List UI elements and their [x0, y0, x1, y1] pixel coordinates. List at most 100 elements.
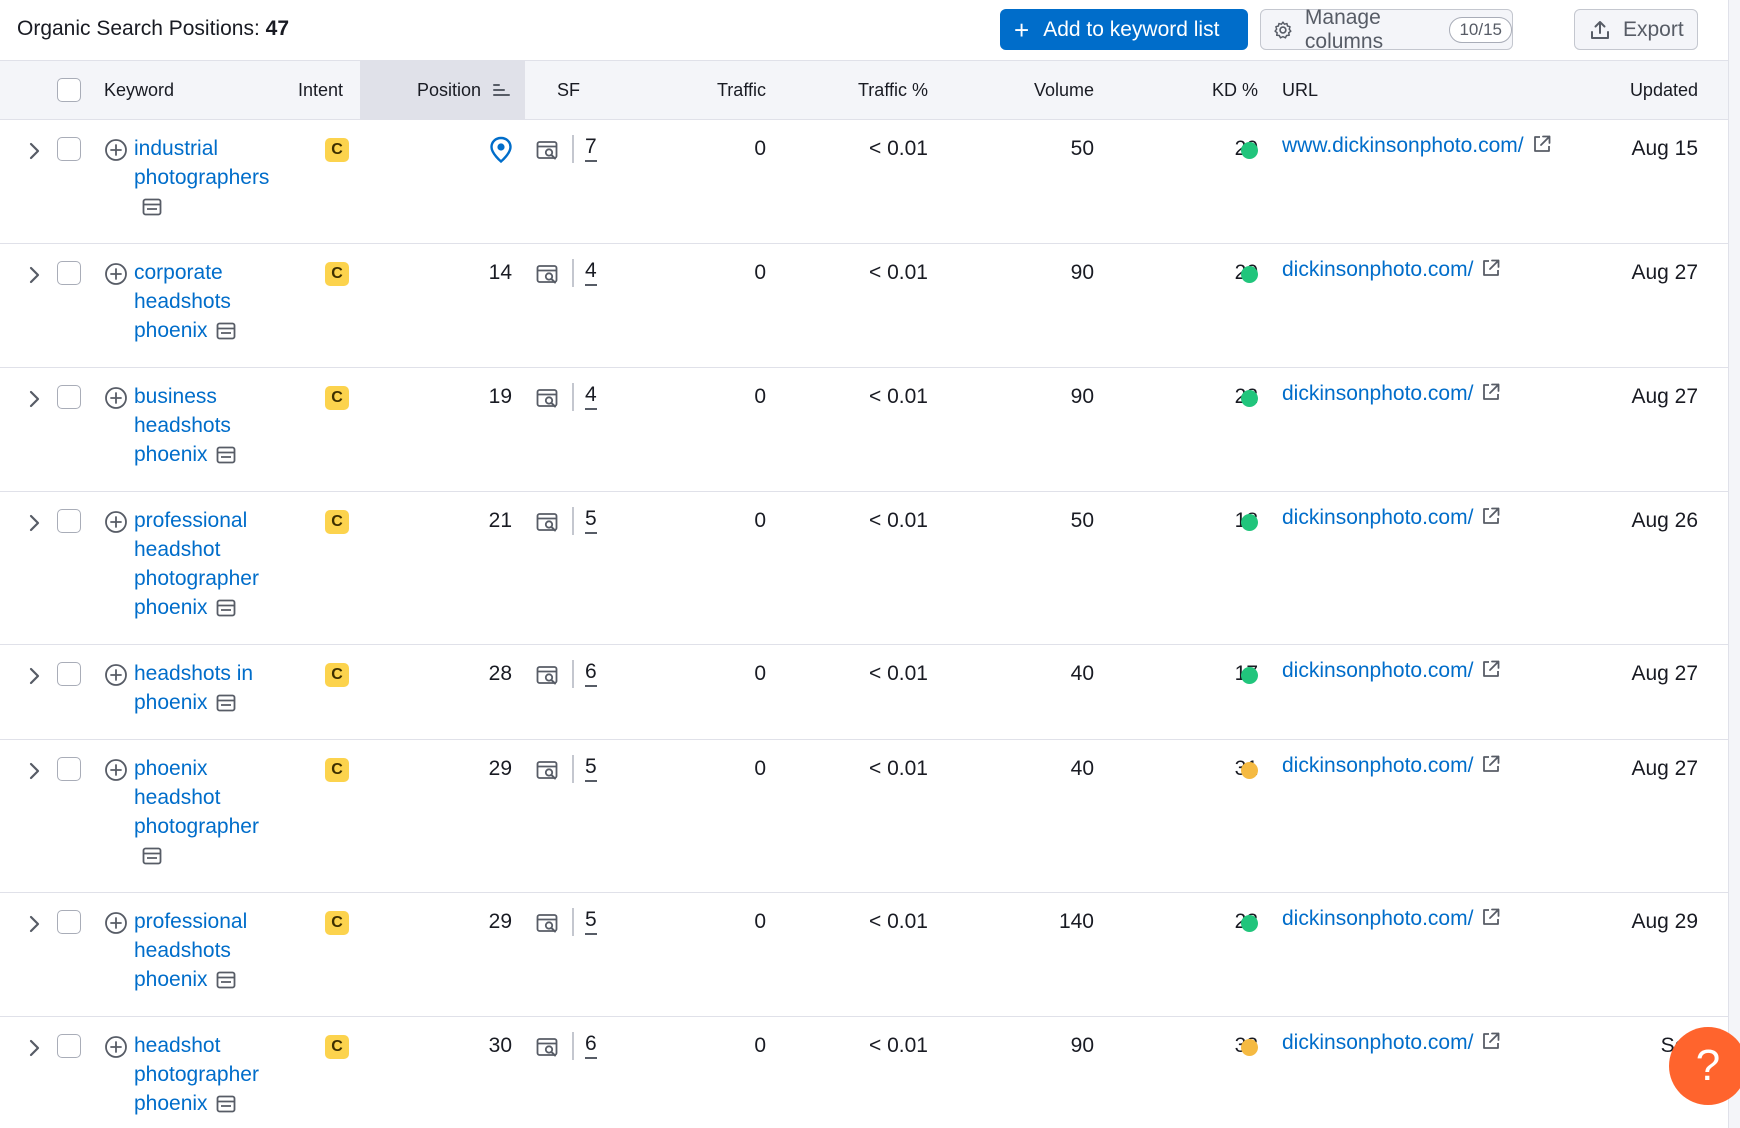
intent-badge[interactable]: C: [325, 510, 349, 534]
column-header-updated[interactable]: Updated: [1629, 80, 1698, 100]
serp-features-icon[interactable]: [536, 140, 560, 162]
export-button[interactable]: Export: [1574, 9, 1698, 50]
add-circle-icon[interactable]: [104, 758, 128, 782]
row-checkbox[interactable]: [57, 757, 81, 781]
chevron-right-icon[interactable]: [26, 512, 44, 534]
external-link-icon[interactable]: [1481, 382, 1501, 402]
column-header-keyword[interactable]: Keyword: [104, 80, 175, 100]
column-header-sf[interactable]: SF: [557, 80, 581, 100]
intent-badge[interactable]: C: [325, 663, 349, 687]
serp-features-icon[interactable]: [536, 760, 560, 782]
sf-count[interactable]: 6: [585, 1031, 597, 1059]
intent-badge[interactable]: C: [325, 386, 349, 410]
keyword-link[interactable]: professional headshot photographer phoen…: [134, 506, 274, 622]
intent-badge[interactable]: C: [325, 1035, 349, 1059]
sf-count[interactable]: 5: [585, 907, 597, 935]
sf-count[interactable]: 5: [585, 754, 597, 782]
url-link[interactable]: dickinsonphoto.com/: [1282, 256, 1562, 283]
serp-snapshot-icon[interactable]: [216, 1095, 236, 1113]
intent-badge[interactable]: C: [325, 262, 349, 286]
serp-features-icon[interactable]: [536, 913, 560, 935]
serp-snapshot-icon[interactable]: [216, 599, 236, 617]
chevron-right-icon[interactable]: [26, 264, 44, 286]
url-link[interactable]: www.dickinsonphoto.com/: [1282, 132, 1562, 159]
add-circle-icon[interactable]: [104, 1035, 128, 1059]
external-link-icon[interactable]: [1481, 659, 1501, 679]
serp-features-icon[interactable]: [536, 512, 560, 534]
serp-features-icon[interactable]: [536, 388, 560, 410]
row-checkbox[interactable]: [57, 662, 81, 686]
row-checkbox[interactable]: [57, 261, 81, 285]
column-header-position[interactable]: Position: [417, 61, 511, 119]
keyword-link[interactable]: headshot photographer phoenix: [134, 1031, 274, 1118]
intent-badge[interactable]: C: [325, 138, 349, 162]
table-row: headshot photographer phoenix C 30 6 0 <…: [0, 1017, 1728, 1128]
keyword-link[interactable]: phoenix headshot photographer: [134, 754, 274, 870]
serp-snapshot-icon[interactable]: [142, 198, 162, 216]
add-circle-icon[interactable]: [104, 663, 128, 687]
external-link-icon[interactable]: [1481, 258, 1501, 278]
add-circle-icon[interactable]: [104, 510, 128, 534]
keyword-link[interactable]: headshots in phoenix: [134, 659, 274, 717]
chevron-right-icon[interactable]: [26, 1037, 44, 1059]
chevron-right-icon[interactable]: [26, 388, 44, 410]
keyword-link[interactable]: professional headshots phoenix: [134, 907, 274, 994]
serp-snapshot-icon[interactable]: [142, 847, 162, 865]
external-link-icon[interactable]: [1481, 754, 1501, 774]
external-link-icon[interactable]: [1532, 134, 1552, 154]
intent-badge[interactable]: C: [325, 911, 349, 935]
external-link-icon[interactable]: [1481, 907, 1501, 927]
row-checkbox[interactable]: [57, 385, 81, 409]
column-header-kd[interactable]: KD %: [1211, 80, 1258, 100]
scrollbar-track[interactable]: [1728, 0, 1740, 1128]
serp-features-icon[interactable]: [536, 1037, 560, 1059]
add-circle-icon[interactable]: [104, 386, 128, 410]
column-header-traffic[interactable]: Traffic: [716, 80, 766, 100]
serp-snapshot-icon[interactable]: [216, 322, 236, 340]
serp-snapshot-icon[interactable]: [216, 971, 236, 989]
row-checkbox[interactable]: [57, 509, 81, 533]
updated-date: Aug 27: [1631, 757, 1698, 780]
manage-columns-button[interactable]: Manage columns 10/15: [1260, 6, 1513, 53]
sf-count[interactable]: 4: [585, 258, 597, 286]
serp-snapshot-icon[interactable]: [216, 694, 236, 712]
keyword-link[interactable]: corporate headshots phoenix: [134, 258, 274, 345]
intent-badge[interactable]: C: [325, 758, 349, 782]
external-link-icon[interactable]: [1481, 506, 1501, 526]
url-link[interactable]: dickinsonphoto.com/: [1282, 752, 1562, 779]
help-button[interactable]: ?: [1669, 1027, 1740, 1105]
keyword-link[interactable]: industrial photographers: [134, 134, 274, 221]
serp-features-icon[interactable]: [536, 264, 560, 286]
row-checkbox[interactable]: [57, 1034, 81, 1058]
url-link[interactable]: dickinsonphoto.com/: [1282, 657, 1562, 684]
add-circle-icon[interactable]: [104, 138, 128, 162]
add-circle-icon[interactable]: [104, 262, 128, 286]
column-header-volume[interactable]: Volume: [1033, 80, 1094, 100]
chevron-right-icon[interactable]: [26, 760, 44, 782]
serp-features-icon[interactable]: [536, 665, 560, 687]
add-to-keyword-list-button[interactable]: + Add to keyword list: [1000, 9, 1248, 50]
row-checkbox[interactable]: [57, 910, 81, 934]
keyword-link[interactable]: business headshots phoenix: [134, 382, 274, 469]
row-checkbox[interactable]: [57, 137, 81, 161]
column-header-url[interactable]: URL: [1282, 80, 1319, 100]
url-link[interactable]: dickinsonphoto.com/: [1282, 380, 1562, 407]
url-link[interactable]: dickinsonphoto.com/: [1282, 504, 1562, 531]
column-header-intent[interactable]: Intent: [298, 80, 344, 100]
chevron-right-icon[interactable]: [26, 913, 44, 935]
sf-count[interactable]: 5: [585, 506, 597, 534]
sf-count[interactable]: 6: [585, 659, 597, 687]
column-header-traffic-pct[interactable]: Traffic %: [857, 80, 928, 100]
sf-count[interactable]: 4: [585, 382, 597, 410]
serp-snapshot-icon[interactable]: [216, 446, 236, 464]
kd-indicator-dot: [1241, 1039, 1258, 1056]
url-link[interactable]: dickinsonphoto.com/: [1282, 905, 1562, 932]
url-link[interactable]: dickinsonphoto.com/: [1282, 1029, 1562, 1056]
select-all-checkbox[interactable]: [57, 78, 81, 102]
chevron-right-icon[interactable]: [26, 665, 44, 687]
add-circle-icon[interactable]: [104, 911, 128, 935]
traffic-pct-value: < 0.01: [869, 261, 928, 284]
chevron-right-icon[interactable]: [26, 140, 44, 162]
external-link-icon[interactable]: [1481, 1031, 1501, 1051]
sf-count[interactable]: 7: [585, 134, 597, 162]
